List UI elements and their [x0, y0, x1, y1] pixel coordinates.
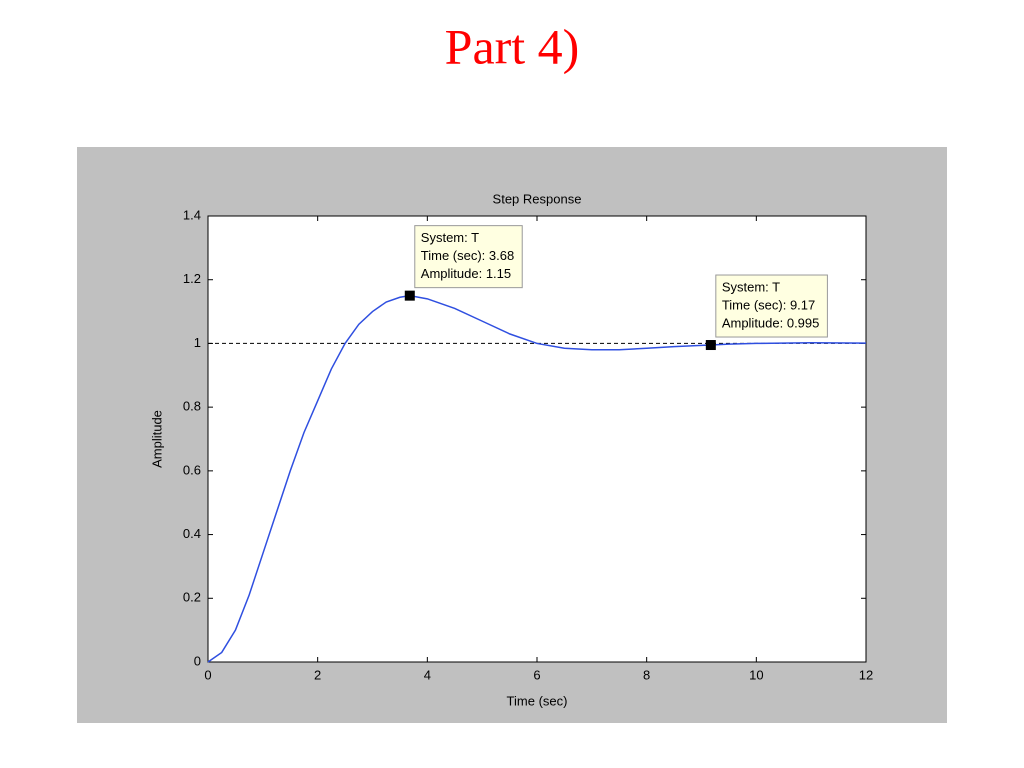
datatip-text: System: T — [421, 230, 479, 245]
x-tick-label: 8 — [643, 667, 650, 682]
y-tick-label: 0.6 — [183, 462, 201, 477]
slide-title: Part 4) — [445, 18, 580, 74]
datatip-marker — [705, 340, 716, 351]
datatip-box — [715, 274, 828, 338]
x-axis-label: Time (sec) — [507, 693, 568, 708]
x-tick-label: 12 — [859, 667, 873, 682]
series-line — [207, 294, 867, 663]
y-tick-label: 1.4 — [183, 207, 201, 222]
datatip-text: Amplitude: 1.15 — [421, 266, 511, 281]
datatip-text: Amplitude: 0.995 — [722, 315, 820, 330]
y-tick-label: 1.2 — [183, 271, 201, 286]
y-tick-label: 0 — [194, 653, 201, 668]
y-tick-label: 1 — [194, 335, 201, 350]
datatip-text: System: T — [722, 279, 780, 294]
y-tick-label: 0.4 — [183, 526, 201, 541]
y-tick-label: 0.8 — [183, 399, 201, 414]
datatip-marker — [404, 290, 415, 301]
x-tick-label: 2 — [314, 667, 321, 682]
datatip-text: Time (sec): 9.17 — [722, 297, 815, 312]
x-tick-label: 10 — [749, 667, 763, 682]
datatip-box — [414, 225, 523, 289]
x-tick-label: 0 — [204, 667, 211, 682]
datatip-text: Time (sec): 3.68 — [421, 248, 514, 263]
x-tick-label: 4 — [424, 667, 431, 682]
y-tick-label: 0.2 — [183, 590, 201, 605]
y-axis-label: Amplitude — [149, 410, 164, 468]
chart-title: Step Response — [493, 191, 582, 206]
x-tick-label: 6 — [533, 667, 540, 682]
